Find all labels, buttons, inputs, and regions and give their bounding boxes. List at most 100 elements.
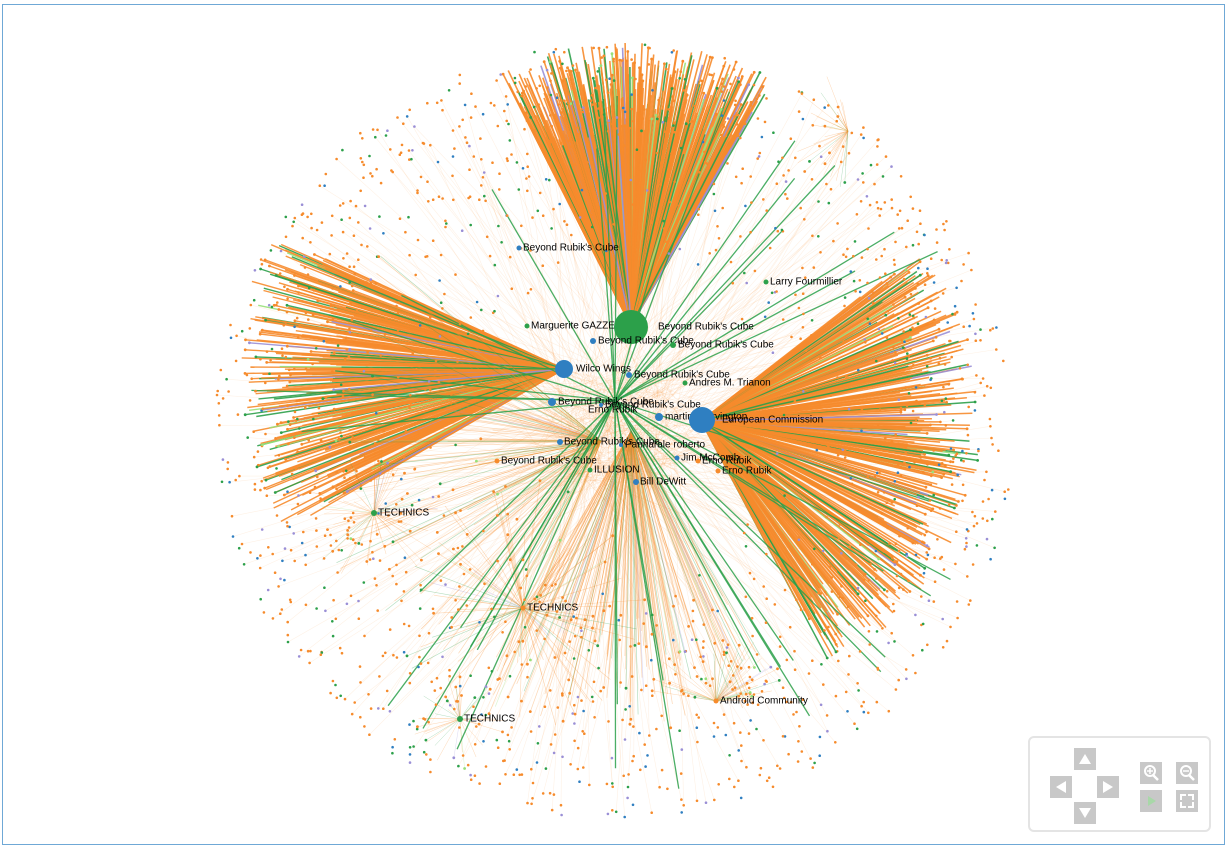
peripheral-node	[812, 266, 816, 269]
peripheral-node	[869, 163, 873, 167]
peripheral-node	[569, 763, 572, 766]
peripheral-node	[701, 646, 705, 649]
peripheral-node	[897, 317, 900, 320]
edge	[522, 528, 600, 609]
peripheral-node	[273, 571, 277, 574]
pan-left[interactable]	[1050, 776, 1072, 798]
edge	[629, 430, 632, 725]
peripheral-node	[666, 787, 669, 791]
edge	[422, 400, 616, 729]
peripheral-node	[346, 529, 349, 532]
peripheral-node	[961, 499, 964, 503]
peripheral-node	[419, 588, 423, 592]
peripheral-node	[468, 568, 472, 571]
peripheral-node	[631, 759, 634, 763]
edge	[422, 142, 644, 429]
peripheral-node	[811, 766, 815, 769]
edge	[324, 512, 375, 515]
peripheral-node	[490, 670, 494, 673]
peripheral-node	[564, 599, 567, 603]
peripheral-node	[369, 479, 373, 482]
edge	[367, 512, 375, 566]
pan-up[interactable]	[1074, 748, 1096, 770]
peripheral-node	[725, 646, 729, 649]
edge	[343, 512, 375, 519]
peripheral-node	[675, 136, 678, 140]
peripheral-node	[606, 812, 610, 816]
peripheral-node	[324, 172, 328, 176]
edge	[542, 422, 640, 794]
pan-down[interactable]	[1074, 802, 1096, 824]
edge	[522, 607, 637, 630]
peripheral-node	[825, 515, 828, 519]
peripheral-node	[920, 595, 923, 598]
peripheral-node	[375, 532, 379, 536]
fit-view[interactable]	[1140, 790, 1162, 812]
zoom-out[interactable]	[1176, 762, 1198, 784]
peripheral-node	[926, 306, 930, 310]
peripheral-node	[506, 695, 510, 699]
peripheral-node	[680, 748, 684, 751]
node	[674, 455, 680, 461]
peripheral-node	[288, 423, 292, 426]
peripheral-node	[680, 811, 683, 814]
peripheral-node	[736, 665, 739, 668]
peripheral-node	[336, 483, 340, 487]
peripheral-node	[266, 588, 270, 592]
fullscreen[interactable]	[1176, 790, 1198, 812]
edge	[700, 310, 942, 422]
peripheral-node	[315, 607, 318, 610]
peripheral-node	[236, 413, 240, 416]
edge	[406, 607, 524, 657]
peripheral-node	[437, 380, 441, 384]
peripheral-node	[923, 533, 927, 537]
edge	[350, 512, 375, 518]
peripheral-node	[312, 417, 315, 421]
peripheral-node	[431, 198, 435, 201]
peripheral-node	[756, 703, 760, 706]
edge	[713, 653, 717, 702]
zoom-in[interactable]	[1140, 762, 1162, 784]
peripheral-node	[237, 546, 241, 550]
peripheral-node	[357, 599, 360, 603]
peripheral-node	[724, 134, 728, 137]
peripheral-node	[293, 559, 297, 563]
peripheral-node	[935, 241, 939, 244]
peripheral-node	[778, 635, 782, 639]
edge	[507, 514, 524, 609]
peripheral-node	[569, 102, 573, 106]
peripheral-node	[451, 129, 455, 132]
edge	[656, 385, 735, 724]
peripheral-node	[350, 712, 354, 716]
peripheral-node	[458, 125, 461, 128]
peripheral-node	[820, 663, 823, 666]
peripheral-node	[281, 354, 284, 358]
edge	[394, 416, 602, 442]
peripheral-node	[624, 708, 627, 711]
peripheral-node	[892, 258, 896, 262]
peripheral-node	[804, 349, 808, 353]
edge	[610, 440, 786, 737]
peripheral-node	[763, 120, 767, 124]
peripheral-node	[628, 722, 632, 726]
peripheral-node	[884, 313, 888, 317]
peripheral-node	[536, 209, 540, 213]
peripheral-node	[441, 197, 444, 200]
peripheral-node	[908, 336, 912, 339]
edge	[348, 368, 565, 431]
peripheral-node	[778, 645, 782, 648]
edge	[630, 430, 716, 644]
edge	[584, 430, 632, 690]
edge	[630, 111, 638, 327]
peripheral-node	[357, 617, 361, 620]
peripheral-node	[300, 203, 304, 206]
peripheral-node	[319, 653, 323, 656]
peripheral-node	[681, 59, 685, 63]
peripheral-node	[253, 482, 257, 486]
edge	[837, 106, 849, 132]
peripheral-node	[914, 386, 918, 389]
edge	[389, 456, 647, 712]
peripheral-node	[836, 453, 840, 457]
peripheral-node	[491, 161, 494, 164]
pan-right[interactable]	[1097, 776, 1119, 798]
